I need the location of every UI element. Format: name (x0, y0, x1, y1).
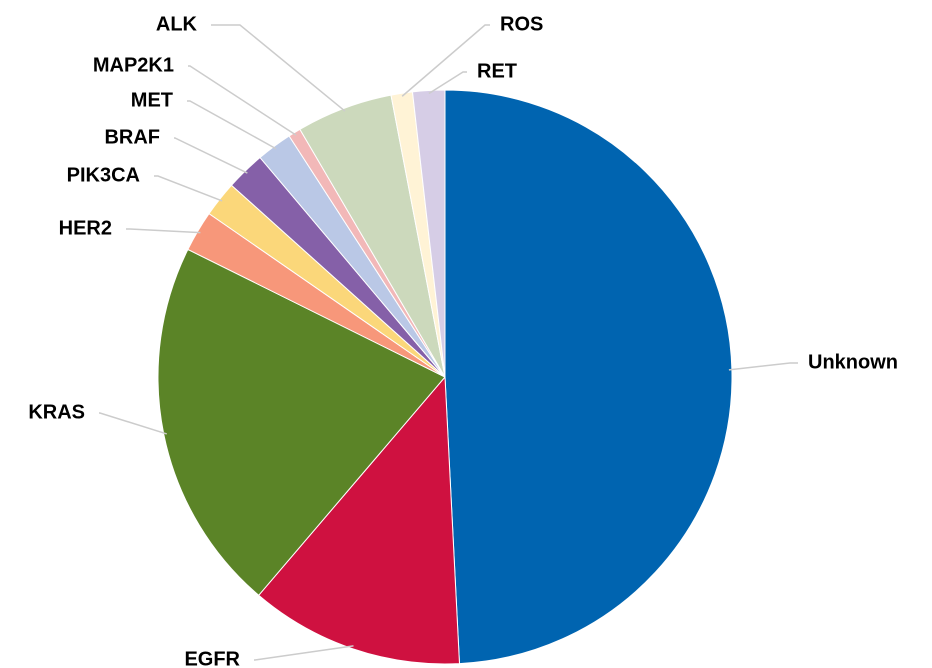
slice-label: ALK (156, 13, 198, 35)
leader-line (428, 71, 467, 95)
slice-label: MET (131, 89, 173, 111)
slice-label: Unknown (808, 351, 898, 373)
slice-label: KRAS (28, 401, 85, 423)
leader-line (187, 100, 277, 150)
slice-label: RET (477, 60, 517, 82)
slice-label: BRAF (104, 126, 160, 148)
leader-line (728, 362, 798, 371)
leader-line (99, 412, 167, 435)
leader-line (126, 228, 201, 234)
pie-slice (257, 375, 461, 665)
leader-line (401, 24, 490, 97)
leader-line (174, 137, 248, 174)
leader-line (211, 24, 346, 112)
slice-label: HER2 (59, 217, 112, 239)
pie-slice (157, 248, 446, 597)
slice-label: EGFR (184, 648, 240, 668)
leader-line (154, 175, 223, 202)
slice-label: PIK3CA (67, 164, 140, 186)
pie-slice (411, 89, 446, 378)
slice-label: ROS (500, 13, 543, 35)
slice-label: MAP2K1 (93, 54, 174, 76)
pie-slice (444, 89, 733, 665)
leader-line (188, 65, 297, 136)
leader-line (254, 645, 354, 661)
